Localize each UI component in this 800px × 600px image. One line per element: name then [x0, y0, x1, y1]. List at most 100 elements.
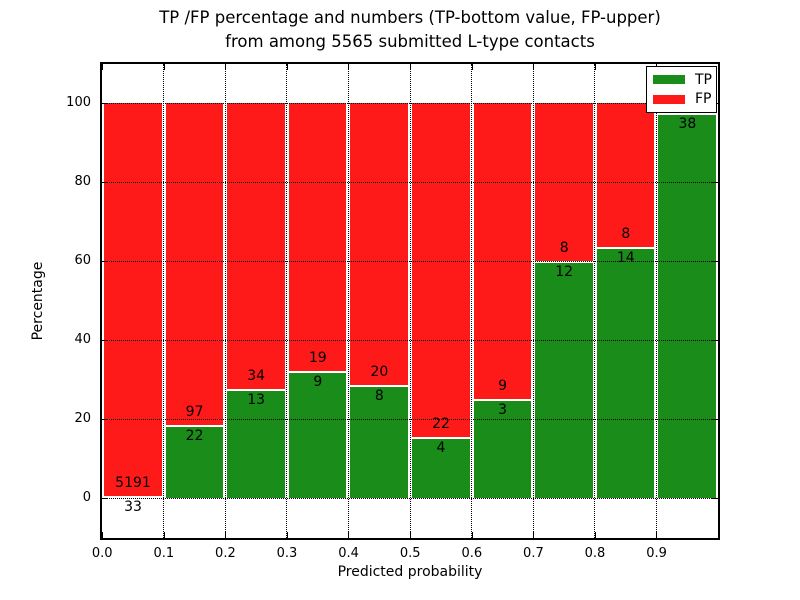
y-axis-tick-right	[712, 419, 718, 420]
tp-count-label: 13	[247, 391, 266, 408]
x-tick-label: 0.6	[461, 546, 483, 561]
fp-count-label: 34	[247, 367, 266, 384]
legend-label-fp: FP	[695, 91, 712, 108]
y-axis-tick-right	[712, 261, 718, 262]
vertical-gridline	[347, 64, 349, 538]
tp-bar-segment	[471, 399, 534, 498]
chart-title-line1: TP /FP percentage and numbers (TP-bottom…	[159, 8, 661, 27]
tp-count-label: 8	[374, 388, 384, 405]
y-axis-tick	[102, 261, 108, 262]
x-axis-tick	[225, 532, 227, 538]
legend-label-tp: TP	[695, 71, 712, 88]
vertical-gridline	[532, 64, 534, 538]
tp-bar-segment	[594, 246, 657, 498]
x-axis-tick-top	[533, 64, 535, 70]
fp-bar-segment	[410, 103, 472, 438]
x-tick-label: 0.3	[276, 546, 298, 561]
tp-bar-segment	[348, 385, 410, 498]
fp-count-label: 8	[559, 240, 569, 256]
tp-color-swatch	[653, 75, 685, 85]
vertical-gridline	[163, 64, 165, 538]
x-tick-label: 0.5	[399, 546, 421, 561]
y-axis-tick	[102, 498, 108, 499]
x-tick-label: 0.1	[153, 546, 175, 561]
tp-count-label: 33	[124, 498, 142, 515]
fp-bar-segment	[102, 103, 164, 496]
horizontal-gridline	[102, 498, 718, 499]
tp-count-label: 38	[678, 116, 697, 133]
y-axis-tick-right	[712, 340, 718, 341]
horizontal-gridline	[102, 340, 718, 341]
y-axis-tick	[102, 103, 108, 104]
fp-bar-segment	[286, 103, 349, 372]
y-tick-label: 60	[74, 253, 91, 268]
fp-count-label: 19	[308, 350, 327, 367]
tp-bar-segment	[102, 495, 164, 498]
y-tick-label: 100	[66, 95, 91, 110]
x-axis-tick-top	[348, 64, 350, 70]
x-tick-label: 0.9	[646, 546, 667, 561]
fp-count-label: 97	[185, 403, 204, 420]
x-axis-tick	[594, 532, 596, 538]
tp-bar-segment	[410, 437, 472, 498]
y-tick-label: 80	[74, 174, 91, 189]
y-tick-label: 0	[82, 490, 91, 505]
grid-layer	[102, 64, 718, 538]
vertical-gridline	[409, 64, 411, 538]
horizontal-gridline	[102, 182, 718, 183]
x-tick-label: 0.7	[523, 546, 544, 561]
fp-bar-segment	[163, 103, 226, 425]
legend: TP FP	[646, 66, 717, 113]
y-axis-tick	[102, 182, 108, 183]
fp-bar-segment	[471, 103, 534, 400]
fp-color-swatch	[653, 94, 685, 104]
tp-count-label: 22	[185, 427, 204, 444]
x-tick-label: 0.0	[91, 546, 113, 561]
tp-bar-segment	[533, 261, 595, 498]
vertical-gridline	[471, 64, 473, 538]
horizontal-gridline	[102, 419, 718, 420]
x-axis-tick	[410, 532, 411, 538]
vertical-gridline	[594, 64, 596, 538]
x-tick-label: 0.2	[215, 546, 236, 561]
fp-count-label: 8	[621, 225, 631, 242]
chart-title: TP /FP percentage and numbers (TP-bottom…	[100, 6, 720, 54]
x-axis-label: Predicted probability	[337, 564, 483, 580]
x-axis-tick	[348, 532, 350, 538]
legend-entry-tp: TP	[653, 71, 712, 89]
fp-count-label: 20	[370, 364, 389, 381]
fp-count-label: 9	[498, 378, 508, 395]
vertical-gridline	[655, 64, 657, 538]
tp-count-label: 4	[436, 440, 446, 457]
x-axis-tick-top	[102, 64, 103, 70]
tp-bar-segment	[656, 113, 718, 498]
chart-title-line2: from among 5565 submitted L-type contact…	[225, 32, 595, 51]
x-axis-tick	[102, 532, 103, 538]
bars-layer	[102, 64, 718, 538]
x-axis-tick	[471, 532, 473, 538]
y-axis-tick-right	[712, 182, 718, 183]
y-axis-tick	[102, 419, 108, 420]
x-axis-tick-top	[163, 64, 165, 70]
plot-area: 5191 33 97 22 34 13 19 9 20 8 22 4 9 3 8 12 8 14 38	[100, 62, 720, 540]
fp-count-label: 22	[432, 416, 450, 433]
horizontal-gridline	[102, 261, 718, 262]
legend-entry-fp: FP	[653, 90, 712, 108]
y-axis-label: Percentage	[30, 261, 46, 341]
vertical-gridline	[286, 64, 288, 538]
x-axis-tick-top	[410, 64, 411, 70]
bar-labels-layer: 5191 33 97 22 34 13 19 9 20 8 22 4 9 3 8 12 8 14 38	[102, 64, 718, 538]
tp-count-label: 12	[555, 264, 574, 280]
x-axis-tick	[286, 532, 288, 538]
x-axis-tick-top	[225, 64, 227, 70]
fp-count-label: 5191	[115, 474, 151, 491]
tp-count-label: 3	[498, 402, 508, 419]
y-tick-label: 40	[74, 332, 91, 347]
fp-bar-segment	[594, 103, 657, 247]
fp-bar-segment	[225, 103, 287, 389]
tp-count-label: 14	[616, 249, 635, 266]
tp-count-label: 9	[313, 374, 323, 391]
x-tick-label: 0.4	[338, 546, 359, 561]
x-axis-tick	[163, 532, 165, 538]
